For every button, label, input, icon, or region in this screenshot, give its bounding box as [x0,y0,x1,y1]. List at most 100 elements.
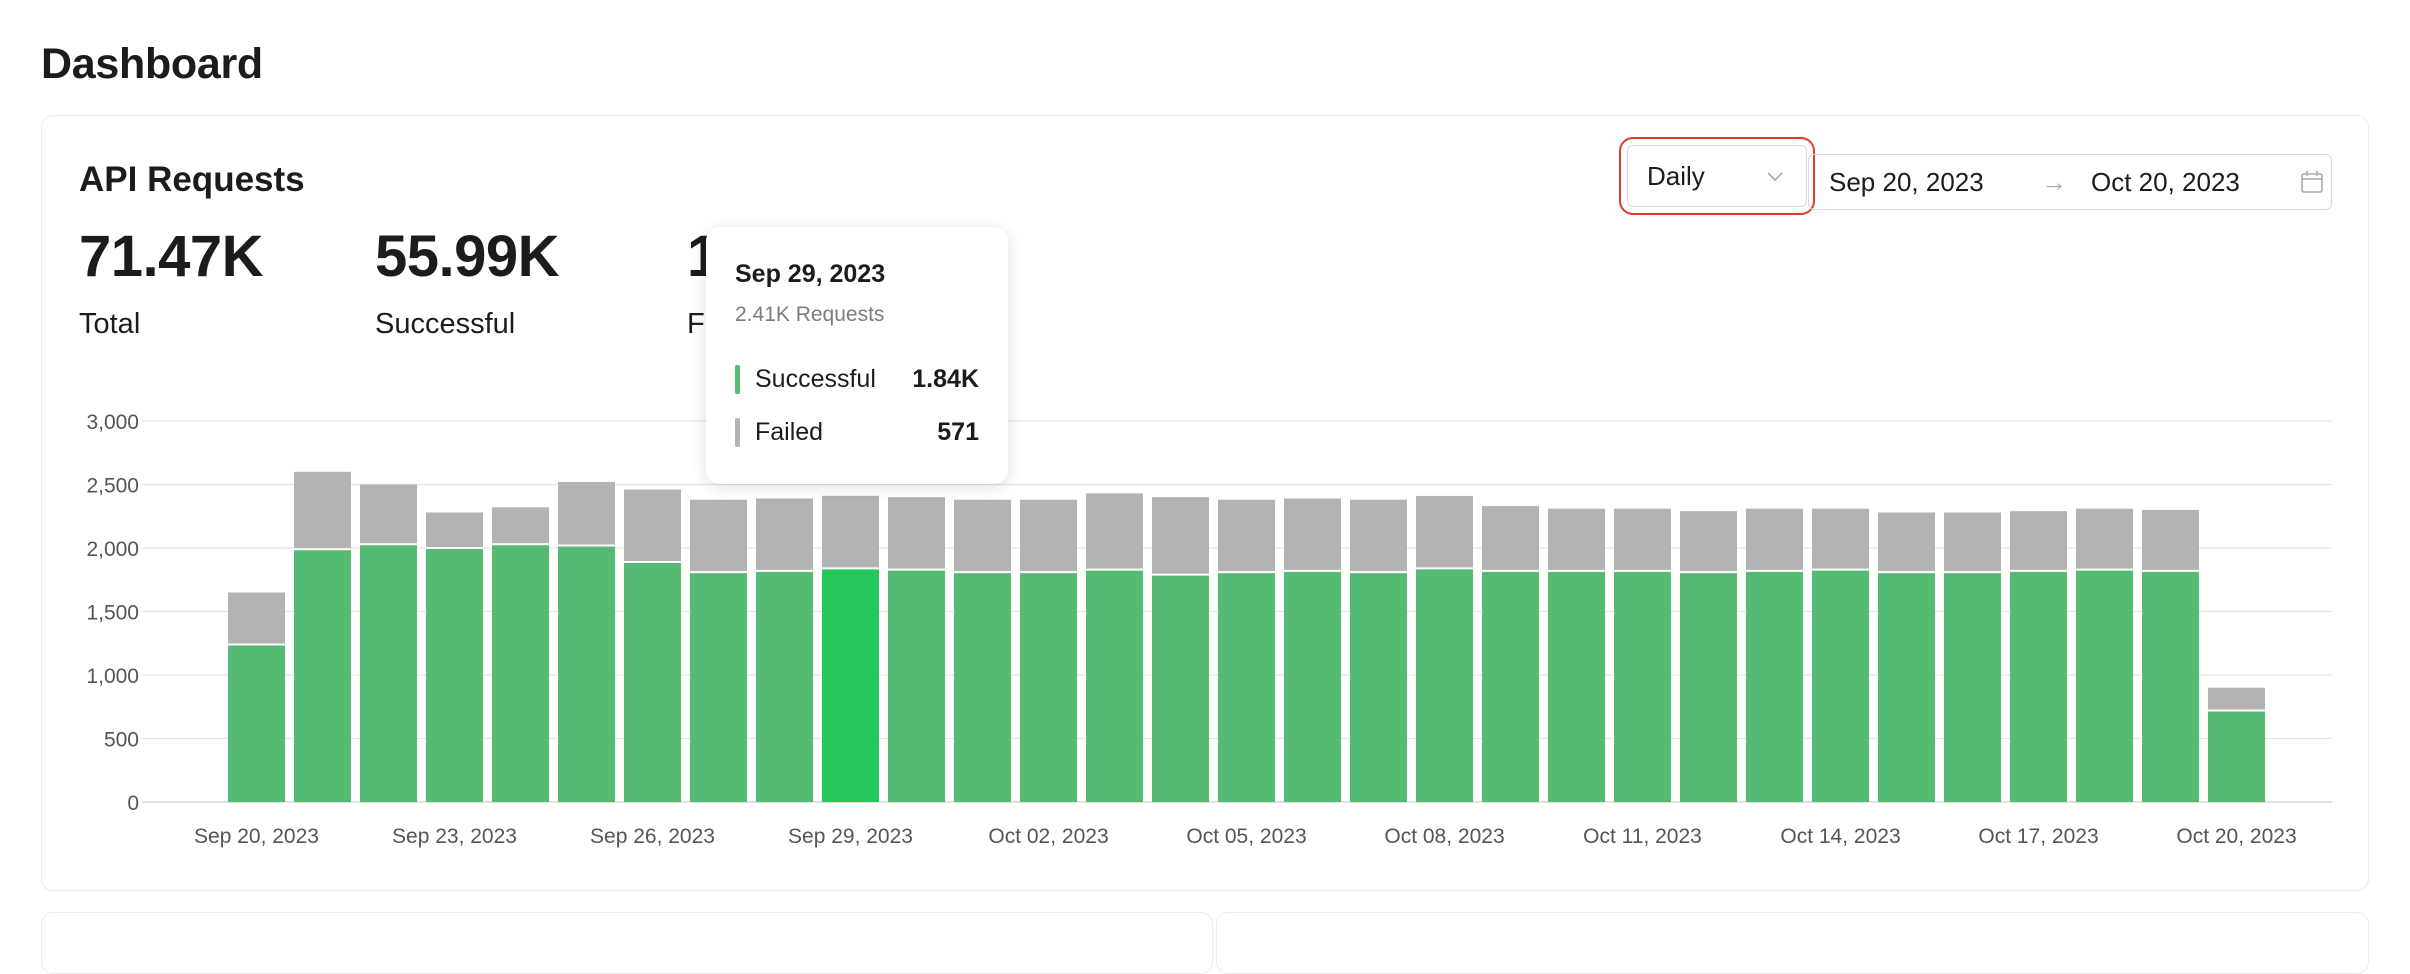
tooltip-date: Sep 29, 2023 [735,260,886,288]
bar-failed [1218,499,1275,573]
y-tick-label: 3,000 [86,411,139,434]
bar-failed [492,507,549,545]
bar-failed [2208,687,2265,711]
api-requests-card: API Requests 71.47K Total 55.99K Success… [41,115,2369,891]
card-title: API Requests [79,160,305,199]
bar-successful [690,572,747,802]
bar-successful [1878,572,1935,802]
x-tick-label: Sep 26, 2023 [590,825,715,848]
granularity-select[interactable]: Daily [1619,137,1815,215]
bar-failed [2076,508,2133,570]
y-tick-label: 1,000 [86,665,139,688]
y-tick-label: 0 [127,792,139,815]
x-tick-label: Oct 17, 2023 [1978,825,2098,848]
x-tick-label: Oct 08, 2023 [1384,825,1504,848]
y-tick-label: 2,000 [86,538,139,561]
calendar-icon[interactable] [2299,169,2325,195]
requests-bar-chart: 0 500 1,000 1,500 2,000 2,500 3,000 Sep 20, 202… [86,411,2332,848]
bar-successful [294,549,351,802]
x-tick-label: Sep 20, 2023 [194,825,319,848]
stat-total-value: 71.47K [79,224,264,289]
tooltip-total: 2.41K Requests [735,303,885,326]
bar-successful [1944,572,2001,802]
failed-swatch [735,417,740,447]
bar-successful [1548,570,1605,802]
chart-tooltip: Sep 29, 2023 2.41K Requests Successful 1… [706,227,1008,484]
bar-successful [1746,570,1803,802]
bar-successful [228,644,285,802]
y-tick-label: 1,500 [86,602,139,625]
bar-failed [1020,499,1077,573]
stat-successful-label: Successful [375,308,516,340]
bar-successful [426,548,483,802]
bar-failed [1812,508,1869,570]
x-tick-label: Oct 14, 2023 [1780,825,1900,848]
bar-failed [1086,493,1143,570]
bar-successful [1020,572,1077,802]
bar-failed [2010,511,2067,571]
x-tick-label: Oct 05, 2023 [1186,825,1306,848]
bar-successful [1284,570,1341,802]
tooltip-row-failed: Failed 571 [735,417,979,447]
bar-successful [1812,569,1869,802]
bar-successful [1086,569,1143,802]
y-tick-label: 2,500 [86,475,139,498]
bar-failed [1284,498,1341,571]
bar-successful [360,544,417,802]
page-title: Dashboard [41,40,263,88]
bar-failed [1944,512,2001,573]
bar-successful [2208,710,2265,802]
bar-failed [1416,495,1473,569]
range-end-input[interactable]: Oct 20, 2023 [2091,166,2240,197]
bar-successful [1482,570,1539,802]
bar-successful [1350,572,1407,802]
bar-failed [822,495,879,569]
stat-successful-value: 55.99K [375,224,560,289]
granularity-value: Daily [1647,160,1705,191]
bar-failed [690,499,747,573]
bar-successful [558,545,615,802]
x-tick-label: Oct 20, 2023 [2176,825,2296,848]
bar-failed [954,499,1011,573]
range-start-input[interactable]: Sep 20, 2023 [1829,166,1984,197]
bar-failed [888,497,945,570]
bar-successful [822,568,879,802]
bar-failed [2142,509,2199,571]
date-range-picker[interactable]: Sep 20, 2023 → Oct 20, 2023 [1808,154,2332,210]
x-tick-label: Oct 02, 2023 [988,825,1108,848]
range-arrow-icon: → [2041,166,2067,197]
bar-successful [1680,572,1737,802]
bar-failed [1746,508,1803,571]
bar-failed [1482,506,1539,571]
bar-failed [558,481,615,546]
tooltip-row-label: Failed [755,417,824,446]
bar-failed [426,512,483,548]
bar-successful [624,561,681,802]
tooltip-row-successful: Successful 1.84K [735,364,979,394]
bar-successful [756,570,813,802]
bar-failed [1152,497,1209,575]
bar-failed [1878,512,1935,573]
bar-failed [228,592,285,645]
bar-successful [1218,572,1275,802]
stat-total-label: Total [79,308,141,340]
bar-successful [2076,569,2133,802]
bar-failed [1614,508,1671,571]
successful-swatch [735,364,740,394]
bar-successful [2142,570,2199,802]
bottom-left-card [41,912,1213,974]
x-tick-label: Sep 23, 2023 [392,825,517,848]
chevron-down-icon [1767,172,1783,182]
x-tick-label: Sep 29, 2023 [788,825,913,848]
bar-successful [954,572,1011,802]
bar-successful [1614,570,1671,802]
bar-failed [294,471,351,550]
x-tick-label: Oct 11, 2023 [1583,825,1702,848]
bar-failed [1548,508,1605,571]
bar-failed [1350,499,1407,573]
bar-successful [888,569,945,802]
bar-successful [1416,568,1473,802]
y-tick-label: 500 [104,729,139,752]
bar-failed [624,489,681,562]
bar-successful [492,544,549,802]
